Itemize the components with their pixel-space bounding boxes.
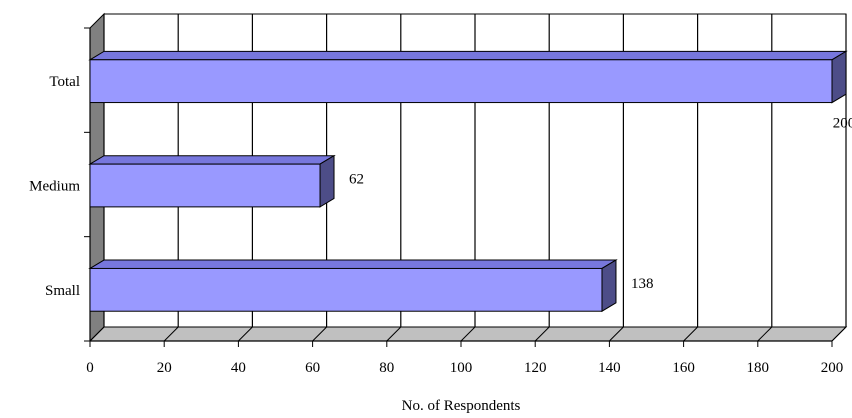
data-labels: 200 62 138	[349, 116, 852, 292]
bars	[88, 50, 848, 313]
bar-front	[89, 267, 603, 312]
floor-gridline	[386, 326, 402, 342]
bar-side	[319, 154, 335, 208]
x-axis-title: No. of Respondents	[402, 398, 521, 414]
floor-gridline	[757, 326, 773, 342]
bar	[88, 50, 848, 104]
category-labels: Total Medium Small	[29, 74, 80, 299]
category-label: Medium	[29, 179, 80, 195]
x-tick-label: 20	[157, 360, 172, 376]
x-tick-label: 60	[305, 360, 320, 376]
bar-top	[88, 155, 336, 165]
bar-top	[88, 259, 618, 269]
x-axis-ticks: 0 20 40 60 80 100 120 140 160 180 200	[86, 341, 843, 376]
x-tick-label: 120	[524, 360, 547, 376]
bar	[88, 259, 618, 313]
data-label: 138	[631, 276, 654, 292]
floor-gridline	[312, 326, 327, 342]
category-label: Small	[45, 283, 80, 299]
category-label: Total	[49, 74, 80, 90]
floor-gridline	[609, 326, 624, 342]
x-tick-label: 140	[598, 360, 621, 376]
bar	[88, 154, 336, 208]
data-label: 62	[349, 172, 364, 188]
bar-front	[89, 163, 321, 208]
x-tick-label: 40	[231, 360, 246, 376]
bar-front	[89, 59, 833, 104]
x-tick-label: 180	[747, 360, 770, 376]
floor-gridline	[534, 326, 550, 342]
floor-gridline	[89, 326, 105, 342]
x-tick-label: 0	[86, 360, 94, 376]
floor-gridline	[238, 326, 253, 342]
floor-gridline	[683, 326, 698, 342]
floor-gridline	[460, 326, 476, 342]
floor-gridline	[831, 326, 847, 342]
bar-side	[601, 259, 617, 313]
x-tick-label: 80	[379, 360, 394, 376]
data-label: 200	[833, 116, 852, 132]
x-tick-label: 200	[821, 360, 844, 376]
bar-side	[831, 50, 847, 104]
floor-gridline	[163, 326, 179, 342]
x-tick-label: 100	[450, 360, 473, 376]
bar-top	[88, 50, 848, 61]
x-tick-label: 160	[672, 360, 695, 376]
